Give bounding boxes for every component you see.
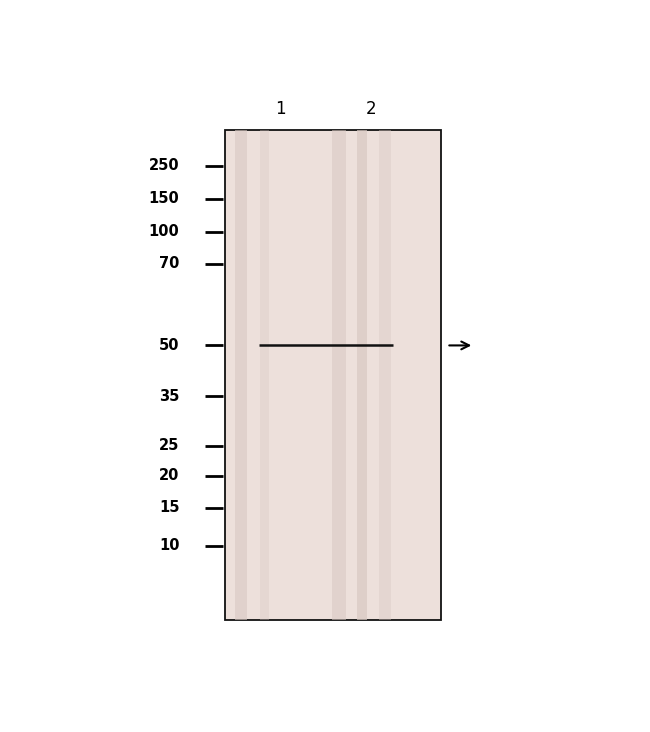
Text: 1: 1	[275, 100, 285, 119]
Text: 15: 15	[159, 500, 179, 515]
Bar	[225, 130, 441, 621]
Bar	[380, 130, 391, 621]
Text: 10: 10	[159, 538, 179, 553]
Text: 150: 150	[149, 191, 179, 206]
Bar	[235, 130, 248, 621]
Bar	[260, 130, 269, 621]
Text: 2: 2	[365, 100, 376, 119]
Text: 35: 35	[159, 389, 179, 403]
Text: 25: 25	[159, 438, 179, 453]
Text: 100: 100	[149, 224, 179, 239]
Text: 20: 20	[159, 468, 179, 483]
Bar	[332, 130, 346, 621]
Text: 250: 250	[149, 158, 179, 173]
Text: 50: 50	[159, 338, 179, 353]
Bar	[358, 130, 367, 621]
Text: 70: 70	[159, 256, 179, 271]
